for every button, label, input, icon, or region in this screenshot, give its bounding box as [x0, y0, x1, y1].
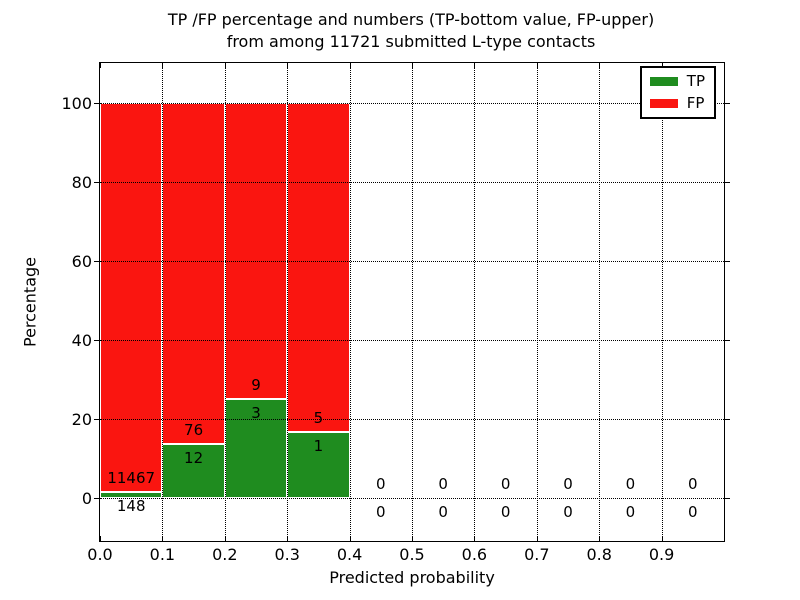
x-tick-label: 0.4 [336, 545, 363, 564]
x-tick-mark [349, 63, 351, 68]
y-tick-mark [725, 260, 730, 262]
x-gridline [412, 63, 413, 541]
fp-count-label: 0 [376, 474, 386, 493]
fp-count-label: 9 [251, 375, 261, 394]
bar-fp-segment [162, 102, 225, 444]
bar-tp-segment [100, 492, 163, 498]
y-tick-mark [725, 181, 730, 183]
bar-tp-segment [287, 431, 350, 498]
x-tick-mark [162, 63, 164, 68]
x-tick-label: 0.9 [648, 545, 675, 564]
x-gridline [162, 63, 164, 541]
fp-count-label: 0 [625, 474, 636, 493]
y-tick-label: 100 [61, 93, 92, 113]
plot-area: Predicted probability Percentage TP FP 11… [21, 62, 730, 587]
y-tick-label: 0 [81, 488, 92, 508]
x-gridline [661, 63, 663, 541]
x-tick-mark [349, 536, 351, 541]
x-tick-mark [536, 63, 538, 68]
chart-title-line1: TP /FP percentage and numbers (TP-bottom… [167, 10, 655, 29]
x-axis-label: Predicted probability [329, 568, 495, 587]
y-tick-mark [94, 102, 99, 104]
tp-count-label: 1 [313, 436, 324, 455]
x-tick-label: 0.8 [586, 545, 612, 564]
fp-count-label: 11467 [107, 469, 156, 488]
y-tick-mark [725, 339, 730, 341]
tp-count-label: 0 [563, 502, 573, 521]
x-tick-mark [412, 536, 413, 541]
legend-item: FP [649, 94, 705, 112]
bar-tp-segment [162, 443, 225, 498]
x-tick-mark [536, 536, 538, 541]
y-tick-mark [94, 339, 99, 341]
x-tick-mark [287, 536, 289, 541]
x-tick-mark [412, 63, 413, 68]
tp-count-label: 0 [500, 502, 511, 521]
x-tick-mark [599, 536, 601, 541]
tp-swatch-icon [649, 77, 678, 86]
legend: TP FP [639, 66, 716, 119]
x-tick-mark [474, 536, 476, 541]
tp-count-label: 0 [625, 502, 636, 521]
x-tick-label: 0.1 [149, 545, 176, 564]
x-gridline [599, 63, 601, 541]
x-tick-label: 0.3 [274, 545, 300, 564]
x-tick-mark [100, 536, 101, 541]
x-tick-mark [661, 63, 663, 68]
chart-title-line2: from among 11721 submitted L-type contac… [226, 32, 596, 51]
x-tick-label: 0.0 [87, 545, 113, 564]
fp-count-label: 0 [500, 474, 511, 493]
tp-count-label: 0 [438, 502, 448, 521]
x-tick-mark [224, 63, 226, 68]
fp-count-label: 76 [184, 420, 204, 439]
x-tick-label: 0.7 [524, 545, 550, 564]
y-tick-label: 60 [71, 251, 92, 271]
fp-swatch-icon [649, 99, 678, 108]
y-tick-mark [725, 497, 730, 499]
y-tick-mark [94, 497, 99, 499]
bar-fp-segment [224, 102, 288, 399]
y-tick-label: 20 [71, 409, 92, 429]
y-tick-label: 40 [71, 330, 92, 350]
bar-fp-segment [287, 102, 350, 432]
x-tick-label: 0.2 [212, 545, 238, 564]
chart-title: TP /FP percentage and numbers (TP-bottom… [168, 9, 654, 53]
x-gridline [474, 63, 476, 541]
y-tick-mark [94, 418, 99, 420]
y-tick-label: 80 [71, 172, 92, 192]
legend-item: TP [649, 72, 705, 90]
y-tick-mark [94, 181, 99, 183]
bar-fp-segment [100, 102, 163, 493]
tp-count-label: 0 [376, 502, 386, 521]
fp-count-label: 0 [563, 474, 573, 493]
x-gridline [287, 63, 289, 541]
tp-count-label: 148 [116, 497, 146, 516]
x-tick-mark [599, 63, 601, 68]
x-tick-mark [287, 63, 289, 68]
y-tick-mark [725, 418, 730, 420]
x-tick-mark [474, 63, 476, 68]
y-tick-mark [94, 260, 99, 262]
x-gridline [536, 63, 538, 541]
x-tick-mark [162, 536, 164, 541]
x-gridline [349, 63, 351, 541]
x-tick-label: 0.5 [399, 545, 425, 564]
tp-count-label: 3 [251, 403, 261, 422]
y-tick-mark [725, 102, 730, 104]
fp-count-label: 0 [688, 474, 698, 493]
legend-label: TP [686, 72, 705, 90]
tp-count-label: 0 [688, 502, 698, 521]
x-gridline [224, 63, 226, 541]
x-tick-mark [224, 536, 226, 541]
tp-count-label: 12 [184, 448, 204, 467]
fp-count-label: 0 [438, 474, 448, 493]
x-tick-mark [100, 63, 101, 68]
fp-count-label: 5 [313, 408, 324, 427]
x-tick-mark [661, 536, 663, 541]
legend-label: FP [686, 94, 705, 112]
x-tick-label: 0.6 [461, 545, 488, 564]
